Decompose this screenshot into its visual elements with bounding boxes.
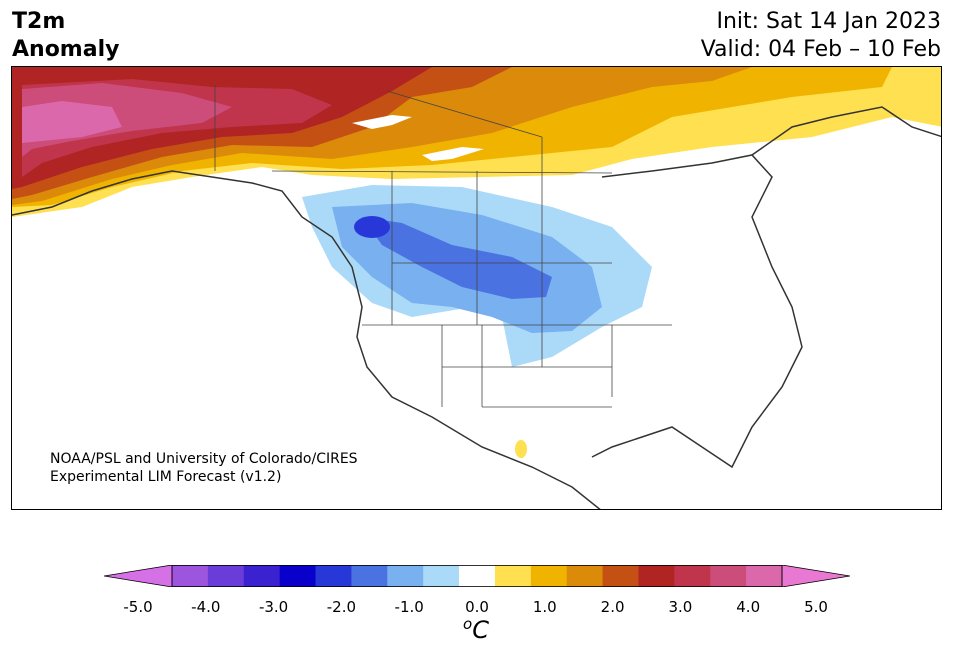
colorbar-tick-label: 2.0 [600,598,625,616]
colorbar-cell [315,565,352,587]
colorbar-outline [171,565,783,587]
colorbar-cell [423,565,460,587]
colorbar-cell [243,565,281,587]
colorbar-extend-right [781,565,850,587]
colorbar-cell [530,565,568,587]
colorbar-cell [351,565,388,587]
warm-anomaly-7c [22,83,232,157]
colorbar-units: oC [463,615,489,644]
colorbar-tick-label: -4.0 [191,598,221,616]
colorbar-cell [602,565,639,587]
colorbar-tick-label: 5.0 [804,598,828,616]
colorbar-tick-label: -2.0 [326,598,357,616]
cold-anomaly-3c [362,217,552,299]
units-celsius: C [472,616,489,644]
colorbar-tick-label: 4.0 [736,598,761,616]
units-degree: o [463,615,473,633]
colorbar-tick-label: 1.0 [532,598,557,616]
colorbar [104,565,850,587]
cold-anomaly-core [354,216,390,238]
great-slave-lake [422,147,484,161]
title-line-2: Anomaly [12,37,120,62]
credit-text: NOAA/PSL and University of Colorado/CIRE… [50,450,358,486]
anomaly-map: NOAA/PSL and University of Colorado/CIRE… [11,66,942,510]
init-date: Init: Sat 14 Jan 2023 [716,9,941,34]
colorbar-extend-left [104,565,173,587]
colorbar-cell [459,565,496,587]
colorbar-cell [746,565,783,587]
colorbar-tick-label: 0.0 [465,598,489,616]
warm-blob-mexico [515,440,527,458]
coastlines [12,106,941,509]
colorbar-cell [279,565,317,587]
colorbar-cell [494,565,532,587]
map-title: T2m Anomaly [12,8,119,64]
credit-line-1: NOAA/PSL and University of Colorado/CIRE… [50,451,358,467]
colorbar-cell [674,565,711,587]
colorbar-cell [566,565,604,587]
warm-anomaly-8c [22,101,122,143]
colorbar-cell [172,565,209,587]
colorbar-tick-label: -5.0 [123,598,153,616]
colorbar-tick-label: -1.0 [394,598,424,616]
colorbar-cell [387,565,424,587]
colorbar-tick-label: 3.0 [668,598,693,616]
map-svg [12,67,941,509]
title-line-1: T2m [12,9,66,34]
colorbar-cell [638,565,675,587]
colorbar-cells [172,565,783,587]
colorbar-tick-label: -3.0 [258,598,289,616]
colorbar-cell [207,565,245,587]
great-bear-lake [352,115,412,129]
valid-dates: Valid: 04 Feb – 10 Feb [700,37,941,62]
credit-line-2: Experimental LIM Forecast (v1.2) [50,469,282,485]
forecast-dates: Init: Sat 14 Jan 2023 Valid: 04 Feb – 10… [701,8,941,64]
colorbar-cell [710,565,747,587]
political-borders [214,85,672,408]
